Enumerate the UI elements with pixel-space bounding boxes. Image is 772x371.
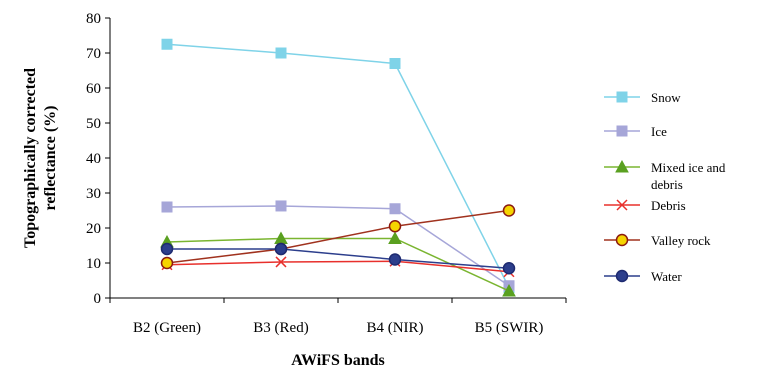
legend-marker — [616, 125, 628, 137]
series-line-valley-rock — [166, 209, 510, 264]
legend-marker — [615, 269, 629, 283]
legend-marker — [616, 91, 628, 103]
y-tick-label: 80 — [86, 11, 101, 27]
y-tick-label: 50 — [86, 116, 101, 132]
y-tick-label: 70 — [86, 46, 101, 62]
y-axis-title-line: reflectance (%) — [42, 106, 59, 211]
data-point-water — [160, 242, 174, 256]
x-axis-title: AWiFS bands — [291, 352, 385, 369]
series-water — [160, 242, 516, 275]
y-ticks: 0 10 20 30 40 50 60 70 80 — [86, 11, 110, 307]
y-tick-label: 60 — [86, 81, 101, 97]
data-point-water — [274, 242, 288, 256]
legend-label: Snow — [651, 90, 681, 105]
axes — [109, 18, 566, 299]
legend-item-debris: Debris — [604, 198, 686, 213]
legend-marker — [615, 159, 629, 173]
series-valley-rock — [160, 204, 516, 270]
data-point-mixed-ice-and-debris — [388, 231, 402, 244]
series-line-mixed-ice-and-debris — [166, 237, 510, 292]
legend-label-line: Debris — [651, 198, 686, 213]
legend: Snow Ice Mixed ice and debris Debris Valley r… — [604, 90, 726, 284]
data-point-water — [388, 253, 402, 266]
x-tick-label: B5 (SWIR) — [475, 320, 544, 336]
series-line-ice — [166, 205, 510, 287]
legend-marker — [615, 233, 629, 247]
y-axis-title: Topographically corrected reflectance (%) — [22, 68, 59, 248]
data-point-debris — [275, 256, 287, 268]
legend-label: Valley rock — [651, 233, 711, 248]
data-point-water — [502, 262, 516, 275]
x-ticks: B2 (Green) B3 (Red) B4 (NIR) B5 (SWIR) — [109, 298, 567, 336]
y-tick-label: 40 — [86, 151, 101, 167]
series-debris — [161, 255, 515, 278]
legend-item-ice: Ice — [604, 124, 667, 139]
legend-label-line: Mixed ice and — [651, 160, 726, 175]
legend-label: Debris — [651, 198, 686, 213]
legend-label: Mixed ice and debris — [651, 160, 726, 192]
y-tick-label: 0 — [94, 291, 102, 307]
series-ice — [161, 200, 515, 292]
legend-label-line: Valley rock — [651, 233, 711, 248]
data-point-valley-rock — [160, 256, 174, 270]
series-line-snow — [166, 43, 510, 288]
data-point-valley-rock — [502, 204, 516, 217]
data-point-valley-rock — [388, 220, 402, 233]
series-line-debris — [166, 260, 510, 273]
x-tick-label: B4 (NIR) — [366, 320, 423, 336]
y-tick-label: 10 — [86, 256, 101, 272]
y-axis-title-text: Topographically corrected reflectance (%) — [22, 68, 59, 248]
legend-label-line: debris — [651, 177, 683, 192]
legend-marker — [616, 199, 628, 211]
legend-item-valley-rock: Valley rock — [604, 233, 711, 248]
y-axis-title-line: Topographically corrected — [22, 68, 39, 248]
legend-item-water: Water — [604, 269, 682, 284]
data-point-ice — [161, 201, 173, 213]
data-point-snow — [161, 38, 173, 50]
y-tick-label: 30 — [86, 186, 101, 202]
data-point-snow — [275, 47, 287, 59]
x-tick-label: B2 (Green) — [133, 320, 201, 336]
legend-label-line: Ice — [651, 124, 667, 139]
legend-label-line: Water — [651, 269, 682, 284]
series-layer — [160, 38, 516, 297]
series-line-water — [167, 248, 510, 269]
legend-item-mixed-ice-and-debris: Mixed ice and debris — [604, 159, 726, 192]
data-point-ice — [389, 203, 401, 215]
data-point-snow — [389, 58, 401, 69]
x-tick-label: B3 (Red) — [253, 320, 308, 336]
y-tick-label: 20 — [86, 221, 101, 237]
data-point-ice — [275, 200, 287, 212]
legend-label: Water — [651, 269, 682, 284]
legend-label-line: Snow — [651, 90, 681, 105]
data-point-mixed-ice-and-debris — [502, 283, 516, 297]
legend-item-snow: Snow — [604, 90, 681, 105]
legend-label: Ice — [651, 124, 667, 139]
